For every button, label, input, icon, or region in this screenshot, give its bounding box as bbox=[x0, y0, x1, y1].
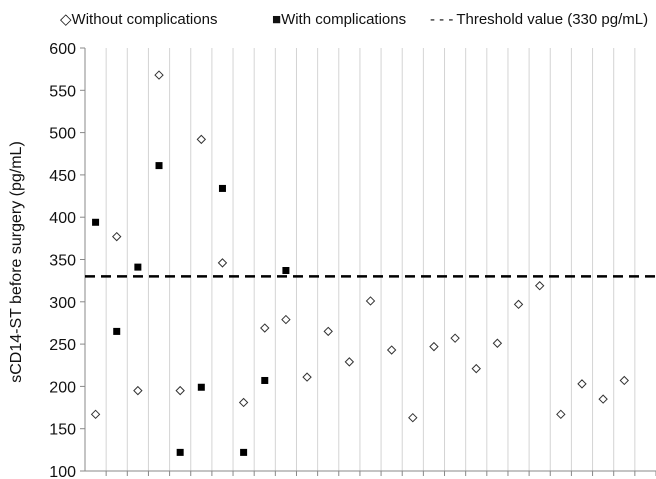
y-tick-label: 450 bbox=[49, 168, 76, 185]
diamond-point bbox=[344, 357, 355, 367]
y-tick-label: 100 bbox=[49, 464, 76, 479]
diamond-point bbox=[429, 341, 439, 352]
square-point bbox=[92, 218, 100, 226]
square-point bbox=[134, 263, 142, 271]
diamond-point bbox=[386, 345, 397, 355]
diamond-point bbox=[577, 379, 587, 389]
y-axis-label: sCD14-ST before surgery (pg/mL) bbox=[8, 141, 25, 383]
legend-without-complications: ◇Without complications bbox=[60, 11, 217, 28]
square-point bbox=[155, 162, 163, 170]
diamond-point bbox=[556, 409, 566, 420]
legend-threshold-label: Threshold value (330 pg/mL) bbox=[456, 11, 648, 28]
diamond-point bbox=[302, 372, 312, 382]
legend-with-label: With complications bbox=[281, 11, 406, 28]
square-point bbox=[113, 327, 121, 335]
square-point bbox=[240, 448, 248, 456]
diamond-point bbox=[238, 397, 249, 408]
y-tick-label: 500 bbox=[49, 126, 76, 143]
diamond-point bbox=[534, 281, 545, 291]
diamond-point bbox=[217, 258, 228, 268]
y-tick-label: 250 bbox=[49, 337, 76, 354]
legend-with-complications: ■With complications bbox=[272, 11, 406, 28]
legend: ◇Without complications ■With complicatio… bbox=[60, 11, 648, 28]
y-tick-label: 150 bbox=[49, 422, 76, 439]
legend-threshold: - - - Threshold value (330 pg/mL) bbox=[430, 11, 648, 28]
diamond-point bbox=[112, 231, 122, 242]
series-0 bbox=[90, 70, 629, 423]
axes bbox=[84, 48, 656, 476]
diamond-point bbox=[281, 314, 291, 325]
square-point bbox=[218, 184, 226, 192]
diamond-point bbox=[619, 375, 629, 386]
legend-threshold-marker: - - - bbox=[430, 11, 453, 28]
diamond-point bbox=[133, 385, 143, 396]
diamond-point bbox=[154, 70, 164, 80]
diamond-point bbox=[90, 409, 101, 420]
diamond-point bbox=[471, 363, 481, 374]
series-1 bbox=[92, 162, 290, 456]
legend-with-marker: ■ bbox=[272, 11, 281, 28]
diamond-point bbox=[450, 333, 460, 343]
y-tick-label: 300 bbox=[49, 295, 76, 312]
square-point bbox=[197, 383, 205, 391]
diamond-point bbox=[492, 338, 503, 348]
y-tick-label: 600 bbox=[49, 41, 76, 58]
diamond-point bbox=[323, 326, 333, 337]
y-tick-label: 550 bbox=[49, 83, 76, 100]
legend-without-marker: ◇ bbox=[60, 11, 72, 28]
diamond-point bbox=[365, 296, 376, 306]
y-tick-label: 200 bbox=[49, 379, 76, 396]
gridlines bbox=[105, 48, 636, 471]
points-layer bbox=[90, 70, 629, 456]
y-tick-label: 400 bbox=[49, 210, 76, 227]
diamond-point bbox=[196, 134, 207, 145]
legend-without-label: Without complications bbox=[72, 11, 218, 28]
y-axis-ticks: 100 150 200 250 300 350 400 450 500 550 600 bbox=[49, 41, 85, 479]
y-tick-label: 350 bbox=[49, 253, 76, 270]
square-point bbox=[176, 448, 184, 456]
diamond-point bbox=[408, 412, 418, 423]
square-point bbox=[282, 266, 290, 274]
diamond-point bbox=[513, 299, 524, 310]
diamond-point bbox=[260, 323, 270, 333]
square-point bbox=[261, 376, 269, 384]
diamond-point bbox=[598, 394, 608, 404]
diamond-point bbox=[175, 385, 185, 396]
